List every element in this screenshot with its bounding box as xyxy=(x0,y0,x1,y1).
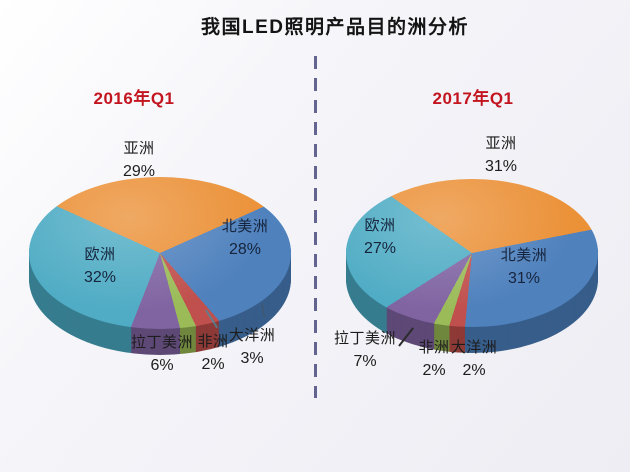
slice-percent: 6% xyxy=(150,357,174,374)
label-africa-2017: 非洲 2% xyxy=(404,339,464,380)
slice-percent: 29% xyxy=(122,163,156,180)
slice-percent: 3% xyxy=(240,350,264,367)
heading-2017-q1: 2017年Q1 xyxy=(432,89,514,108)
slice-name: 北美洲 xyxy=(221,218,269,235)
slice-name: 亚洲 xyxy=(485,135,517,152)
slice-percent: 27% xyxy=(363,240,397,257)
slice-name: 非洲 xyxy=(197,333,229,350)
slice-percent: 2% xyxy=(201,356,225,373)
slice-percent: 2% xyxy=(462,362,486,379)
slice-percent: 31% xyxy=(507,270,541,287)
slice-name: 拉丁美洲 xyxy=(130,334,193,351)
pie-chart-2017 xyxy=(346,127,598,379)
slice-name: 欧洲 xyxy=(84,246,116,263)
vertical-dashed-divider xyxy=(314,56,317,398)
label-latin-america-2017: 拉丁美洲 7% xyxy=(317,330,413,371)
pie-top-surface xyxy=(29,177,291,329)
label-north-america-2017: 北美洲 31% xyxy=(479,247,569,288)
label-africa-2016: 非洲 2% xyxy=(183,333,243,374)
slice-percent: 7% xyxy=(353,353,377,370)
slice-name: 亚洲 xyxy=(123,140,155,157)
label-latin-america-2016: 拉丁美洲 6% xyxy=(114,334,210,375)
slice-name: 大洋洲 xyxy=(450,339,498,356)
slice-name: 拉丁美洲 xyxy=(333,330,396,347)
slice-name: 非洲 xyxy=(418,339,450,356)
slice-name: 欧洲 xyxy=(364,217,396,234)
pie-top-surface xyxy=(346,179,598,327)
slice-name: 大洋洲 xyxy=(228,327,276,344)
label-asia-2016: 亚洲 29% xyxy=(99,140,179,181)
label-asia-2017: 亚洲 31% xyxy=(461,135,541,176)
label-oceania-2016: 大洋洲 3% xyxy=(217,327,287,368)
label-oceania-2017: 大洋洲 2% xyxy=(439,339,509,380)
slice-percent: 31% xyxy=(484,158,518,175)
slice-name: 北美洲 xyxy=(500,247,548,264)
slice-percent: 2% xyxy=(422,362,446,379)
heading-2016-q1: 2016年Q1 xyxy=(93,89,175,108)
label-north-america-2016: 北美洲 28% xyxy=(200,218,290,259)
label-europe-2017: 欧洲 27% xyxy=(340,217,420,258)
page-title: 我国LED照明产品目的洲分析 xyxy=(200,17,469,38)
label-europe-2016: 欧洲 32% xyxy=(60,246,140,287)
slice-percent: 28% xyxy=(228,241,262,258)
slice-percent: 32% xyxy=(83,269,117,286)
